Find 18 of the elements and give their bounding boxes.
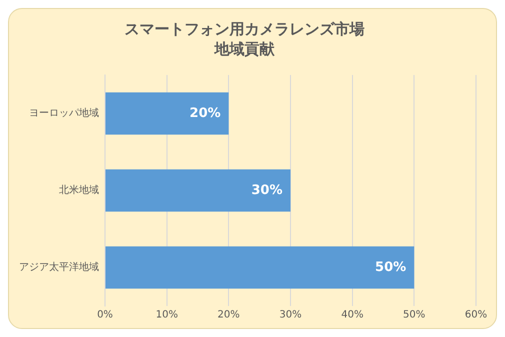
x-tick-label: 40% [341, 310, 364, 321]
x-tick-label: 50% [403, 310, 426, 321]
bar [106, 169, 290, 212]
bar [106, 246, 414, 289]
y-tick-label: ヨーロッパ地域 [29, 107, 99, 120]
chart-title: スマートフォン用カメラレンズ市場 [124, 20, 364, 38]
x-tick-label: 20% [218, 310, 240, 321]
bar [106, 92, 229, 135]
data-label: 20% [190, 106, 221, 121]
x-tick-label: 30% [279, 310, 302, 321]
y-tick-label: アジア太平洋地域 [19, 261, 99, 274]
x-tick-label: 10% [156, 310, 178, 321]
x-tick-label: 60% [464, 310, 488, 321]
chart-subtitle: 地域貢献 [214, 40, 276, 58]
data-label: 50% [375, 260, 406, 275]
x-tick-label: 0% [97, 310, 113, 321]
data-label: 30% [251, 182, 282, 198]
y-tick-label: 北米地域 [59, 184, 99, 196]
